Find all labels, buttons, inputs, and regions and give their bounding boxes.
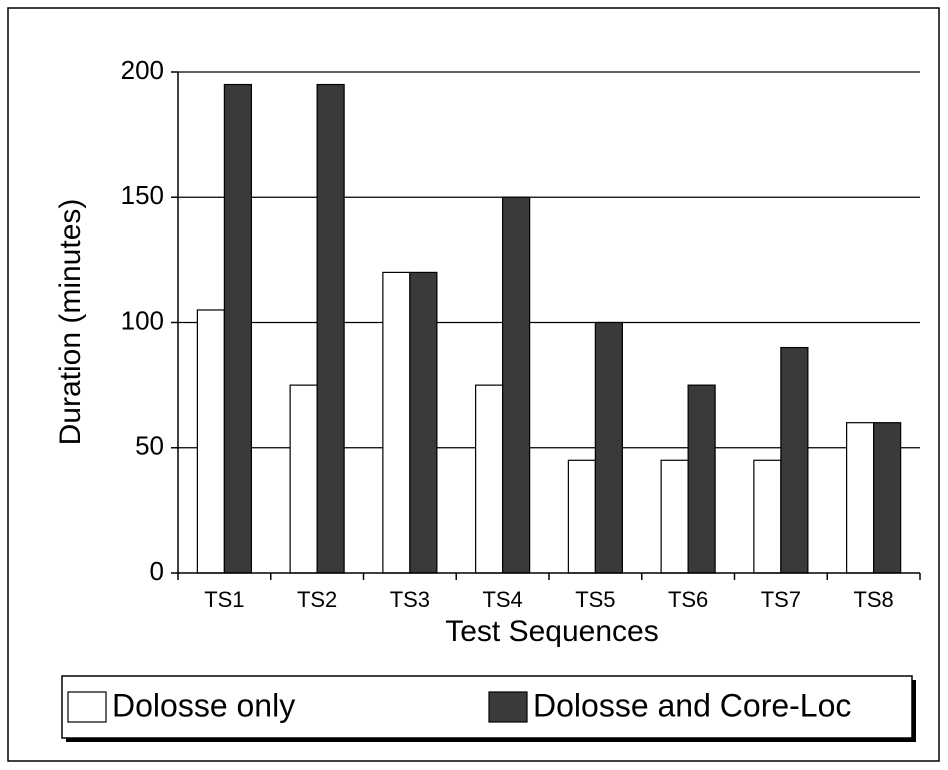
x-axis-title: Test Sequences (445, 615, 658, 648)
bar (594, 321, 623, 574)
bar (780, 346, 809, 574)
bar (873, 422, 902, 574)
legend-swatch (67, 691, 107, 723)
bar (687, 384, 716, 574)
y-tick-label: 200 (121, 55, 164, 85)
bar (475, 384, 504, 574)
bar (289, 384, 318, 574)
bar (567, 459, 596, 574)
x-tick-label: TS2 (297, 587, 337, 612)
legend-label: Dolosse only (112, 687, 295, 723)
legend-label: Dolosse and Core-Loc (533, 687, 851, 723)
y-tick-label: 50 (135, 431, 164, 461)
x-tick-label: TS5 (575, 587, 615, 612)
x-tick-label: TS1 (204, 587, 244, 612)
y-tick-label: 0 (150, 556, 164, 586)
bar (846, 422, 875, 574)
bar (502, 196, 531, 574)
x-tick-label: TS3 (390, 587, 430, 612)
legend-box (61, 675, 913, 739)
y-tick-label: 100 (121, 305, 164, 335)
x-tick-label: TS4 (482, 587, 522, 612)
bar (660, 459, 689, 574)
bar (223, 83, 252, 574)
bar (316, 83, 345, 574)
legend-swatch (488, 691, 528, 723)
x-tick-label: TS7 (761, 587, 801, 612)
x-tick-label: TS6 (668, 587, 708, 612)
y-tick-label: 150 (121, 180, 164, 210)
bar (753, 459, 782, 574)
bar (409, 271, 438, 574)
bar (382, 271, 411, 574)
y-axis-title: Duration (minutes) (54, 199, 87, 446)
x-tick-label: TS8 (853, 587, 893, 612)
bar (196, 309, 225, 574)
